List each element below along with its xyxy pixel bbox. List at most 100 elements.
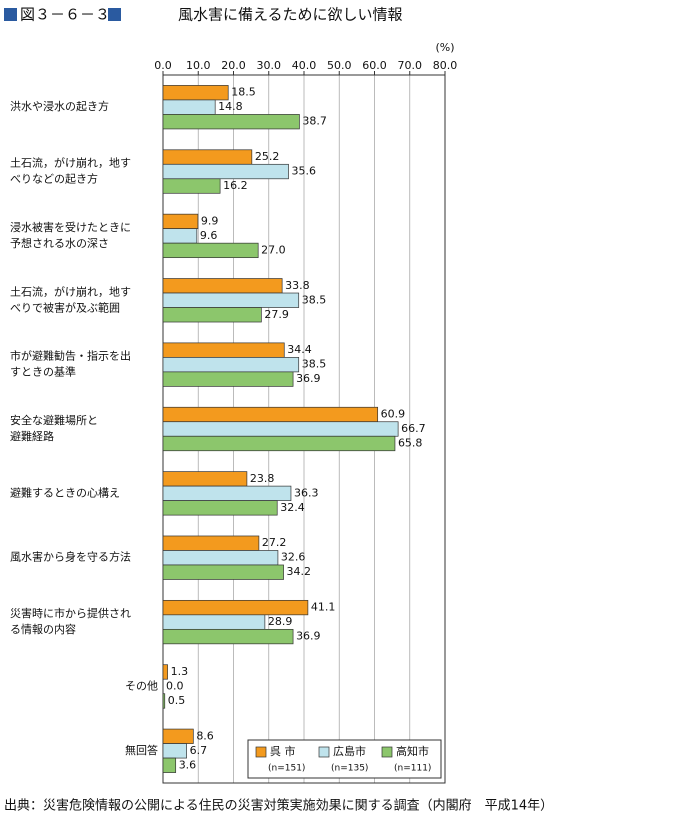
value-label: 41.1 [311,601,336,614]
value-label: 34.4 [287,343,312,356]
bar [162,149,253,165]
title-icon [108,8,121,21]
bar [162,242,259,259]
legend-box [247,739,442,779]
category-label: 土石流，がけ崩れ，地す [10,156,131,170]
legend-label: 高知市 [396,744,429,758]
category-label: その他 [125,679,158,692]
bar [162,163,289,180]
x-tick-label: 40.0 [292,59,317,72]
value-label: 65.8 [398,437,423,450]
x-tick-label: 60.0 [362,59,387,72]
x-tick-label: 70.0 [398,59,423,72]
legend-sample: (n=151) [268,764,305,774]
value-label: 36.3 [294,486,319,499]
value-label: 60.9 [381,408,406,421]
value-label: 35.6 [291,165,316,178]
bar [162,728,194,744]
bar [162,471,248,487]
legend-label: 呉 市 [270,744,296,758]
bar [162,614,266,630]
category-label: 洪水や浸水の起き方 [10,99,109,113]
legend-label: 広島市 [333,744,366,758]
category-label: すときの基準 [10,365,76,379]
bar [162,178,221,194]
bar [162,307,262,323]
bar [162,435,396,452]
value-label: 25.2 [255,150,280,163]
x-tick-label: 50.0 [327,59,352,72]
legend-swatch [318,746,330,758]
value-label: 32.6 [281,551,306,564]
bar [162,228,198,244]
x-tick-label: 20.0 [221,59,246,72]
category-label: 浸水被害を受けたときに [10,220,131,234]
value-label: 16.2 [223,179,248,192]
title-icon [4,8,17,21]
value-label: 18.5 [231,86,256,99]
value-label: 1.3 [171,665,189,678]
figure-label: 図３－６－３ [20,6,110,24]
value-label: 28.9 [268,615,293,628]
value-label: 38.7 [302,115,327,128]
value-label: 66.7 [401,422,426,435]
bar [162,213,199,230]
legend-sample: (n=111) [394,764,431,774]
bar [162,357,300,373]
bar [162,278,283,294]
bar [162,500,278,516]
category-label: 市が避難勧告・指示を出 [10,349,131,363]
category-label: 避難するときの心構え [10,485,120,499]
source: 出典：災害危険情報の公開による住民の災害対策実施効果に関する調査（内閣府 平成1… [4,798,553,814]
bar [162,693,166,709]
bar [162,371,294,387]
bar [162,599,309,616]
x-tick-label: 0.0 [154,59,172,72]
value-label: 34.2 [287,565,312,578]
value-label: 36.9 [296,372,321,385]
axis-unit: (%) [435,41,454,54]
bar [162,406,379,423]
category-label: 無回答 [125,743,158,757]
value-label: 14.8 [218,100,243,113]
bar [162,664,168,680]
value-label: 6.7 [190,744,208,757]
category-label: 安全な避難場所と [10,413,98,427]
value-label: 23.8 [250,472,275,485]
category-label: べりなどの起き方 [10,172,98,186]
value-label: 0.5 [168,694,186,707]
category-label: 避難経路 [10,429,54,443]
legend-sample: (n=135) [331,764,368,774]
category-label: 予想される水の深さ [10,236,109,250]
bar [162,743,187,759]
x-tick-label: 30.0 [257,59,282,72]
value-label: 32.4 [280,501,305,514]
value-label: 38.5 [302,293,327,306]
bar [162,99,216,115]
value-label: 27.2 [262,536,287,549]
legend-swatch [255,746,267,758]
category-label: 災害時に市から提供され [10,606,131,620]
value-label: 3.6 [179,758,197,771]
bar [162,342,285,358]
value-label: 33.8 [285,279,310,292]
value-label: 0.0 [166,679,184,692]
value-label: 9.6 [200,229,218,242]
value-label: 27.0 [261,243,286,256]
bar [162,85,229,101]
bar [162,757,177,773]
category-label: 土石流，がけ崩れ，地す [10,284,131,298]
bar [162,535,260,551]
value-label: 8.6 [196,729,214,742]
bar [162,564,284,580]
category-label: 風水害から身を守る方法 [10,550,131,564]
bar [162,421,399,437]
bar [162,485,292,501]
value-label: 38.5 [302,358,327,371]
category-label: る情報の内容 [10,622,76,636]
value-label: 36.9 [296,630,321,643]
chart-title: 風水害に備えるために欲しい情報 [178,6,403,24]
x-tick-label: 10.0 [186,59,211,72]
